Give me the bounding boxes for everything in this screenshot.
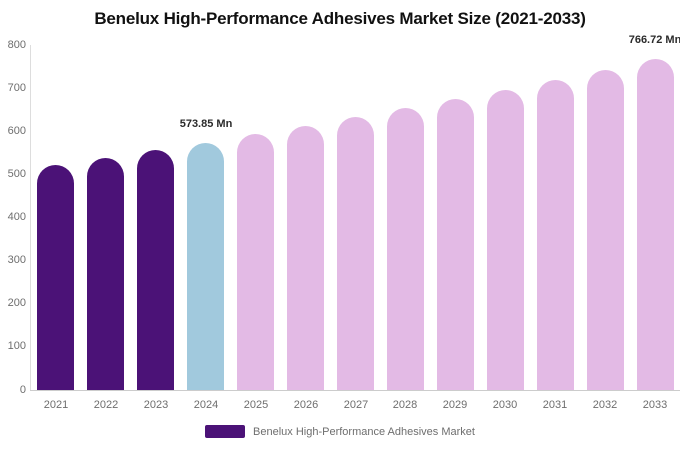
bar-2025[interactable] — [237, 134, 274, 390]
y-tick-label: 500 — [7, 168, 26, 180]
x-tick-label-2033: 2033 — [642, 399, 668, 411]
bar-2024[interactable] — [187, 143, 224, 390]
x-tick-label-2030: 2030 — [492, 399, 518, 411]
bar-2030[interactable] — [487, 90, 524, 390]
x-tick-label-2032: 2032 — [592, 399, 618, 411]
bar-2026[interactable] — [287, 126, 324, 390]
legend-label: Benelux High-Performance Adhesives Marke… — [253, 425, 475, 438]
x-tick-label-2026: 2026 — [293, 399, 319, 411]
bar-2031[interactable] — [537, 80, 574, 390]
legend-swatch — [205, 425, 246, 438]
bar-2032[interactable] — [587, 70, 624, 390]
bar-2023[interactable] — [137, 150, 174, 390]
y-tick-label: 700 — [7, 82, 26, 94]
x-tick-label-2027: 2027 — [343, 399, 369, 411]
bar-2028[interactable] — [387, 108, 424, 390]
x-tick-label-2023: 2023 — [143, 399, 169, 411]
y-axis-line — [30, 45, 31, 390]
legend: Benelux High-Performance Adhesives Marke… — [0, 425, 680, 438]
x-tick-label-2024: 2024 — [193, 399, 219, 411]
data-label-2033: 766.72 Mn — [628, 34, 680, 46]
bar-2029[interactable] — [437, 99, 474, 390]
y-tick-label: 0 — [19, 384, 26, 396]
x-axis-line — [30, 390, 680, 391]
x-tick-label-2022: 2022 — [93, 399, 119, 411]
x-tick-label-2028: 2028 — [392, 399, 418, 411]
y-tick-label: 800 — [7, 39, 26, 51]
x-tick-label-2031: 2031 — [542, 399, 568, 411]
y-tick-label: 100 — [7, 340, 26, 352]
y-tick-label: 200 — [7, 297, 26, 309]
data-label-2024: 573.85 Mn — [179, 118, 233, 130]
y-tick-label: 300 — [7, 254, 26, 266]
y-tick-label: 600 — [7, 125, 26, 137]
bar-2021[interactable] — [37, 165, 74, 390]
bar-2027[interactable] — [337, 117, 374, 390]
y-tick-label: 400 — [7, 211, 26, 223]
bar-2022[interactable] — [87, 158, 124, 390]
x-tick-label-2025: 2025 — [243, 399, 269, 411]
x-tick-label-2021: 2021 — [43, 399, 69, 411]
chart-title: Benelux High-Performance Adhesives Marke… — [94, 9, 586, 28]
x-tick-label-2029: 2029 — [442, 399, 468, 411]
bar-2033[interactable] — [637, 59, 674, 390]
